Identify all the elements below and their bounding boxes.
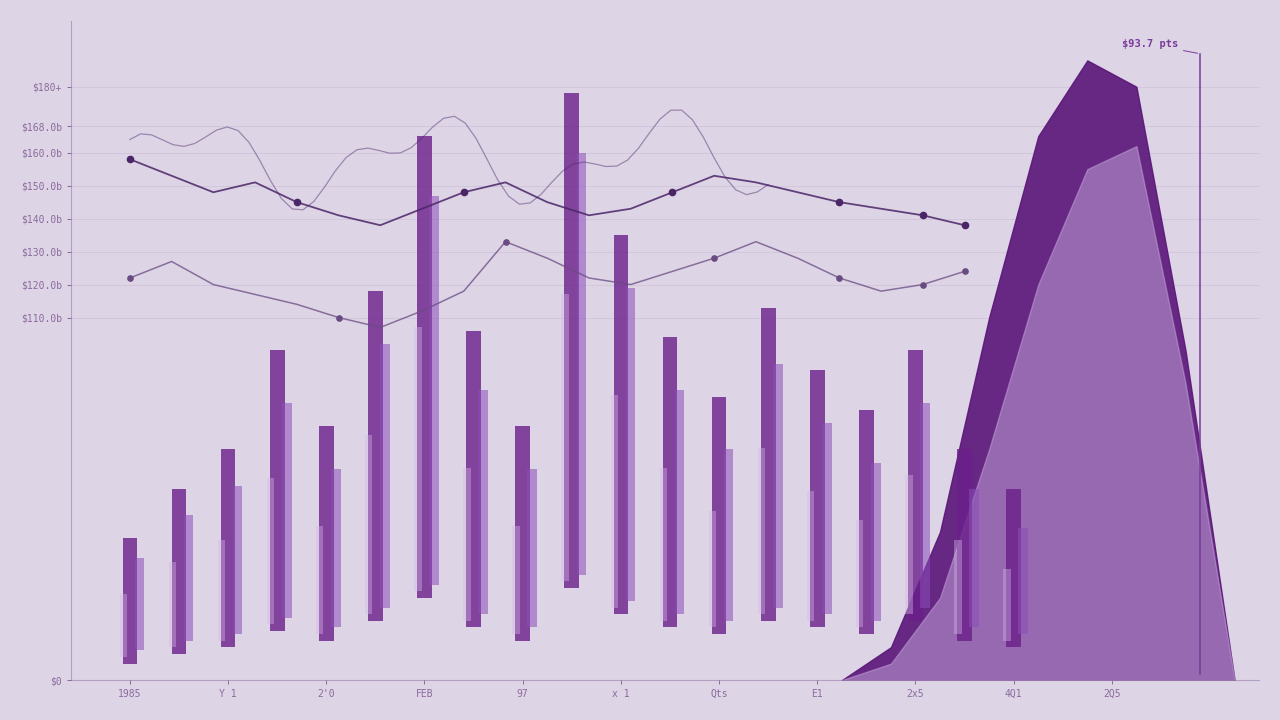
Bar	[758, 449, 765, 614]
Bar	[564, 94, 579, 588]
Bar	[611, 395, 618, 608]
Bar	[119, 594, 127, 657]
Bar	[712, 397, 727, 634]
Bar	[417, 136, 431, 598]
Bar	[773, 364, 782, 608]
Bar	[955, 540, 961, 634]
Bar	[466, 330, 481, 627]
Bar	[969, 489, 979, 627]
Bar	[957, 449, 972, 641]
Bar	[512, 526, 520, 634]
Bar	[369, 291, 383, 621]
Bar	[576, 153, 586, 575]
Bar	[380, 344, 389, 608]
Bar	[1004, 569, 1011, 641]
Bar	[282, 403, 292, 618]
Bar	[1006, 489, 1021, 647]
Bar	[920, 403, 929, 608]
Bar	[822, 423, 832, 614]
Bar	[268, 478, 274, 624]
Bar	[856, 520, 864, 627]
Bar	[709, 510, 716, 627]
Bar	[415, 327, 421, 591]
Bar	[626, 288, 635, 601]
Bar	[479, 390, 488, 614]
Bar	[760, 307, 776, 621]
Bar	[184, 516, 193, 641]
Bar	[872, 462, 881, 621]
Bar	[663, 337, 677, 627]
Bar	[429, 196, 439, 585]
Bar	[319, 426, 334, 641]
Bar	[905, 475, 913, 614]
Bar	[806, 491, 814, 621]
Bar	[172, 489, 187, 654]
Bar	[220, 449, 236, 647]
Bar	[270, 351, 284, 631]
Bar	[859, 410, 874, 634]
Bar	[527, 469, 538, 627]
Bar	[332, 469, 340, 627]
Text: $93.7 pts: $93.7 pts	[1121, 39, 1198, 53]
Bar	[675, 390, 685, 614]
Bar	[123, 539, 137, 664]
Bar	[516, 426, 530, 641]
Bar	[218, 540, 225, 641]
Bar	[810, 370, 824, 627]
Bar	[613, 235, 628, 614]
Bar	[169, 562, 177, 647]
Bar	[316, 526, 324, 634]
Bar	[562, 294, 568, 581]
Bar	[1019, 528, 1028, 634]
Bar	[233, 486, 242, 634]
Bar	[463, 469, 471, 621]
Bar	[908, 351, 923, 621]
Bar	[659, 469, 667, 621]
Bar	[724, 449, 733, 621]
Bar	[365, 435, 372, 614]
Bar	[134, 558, 145, 650]
